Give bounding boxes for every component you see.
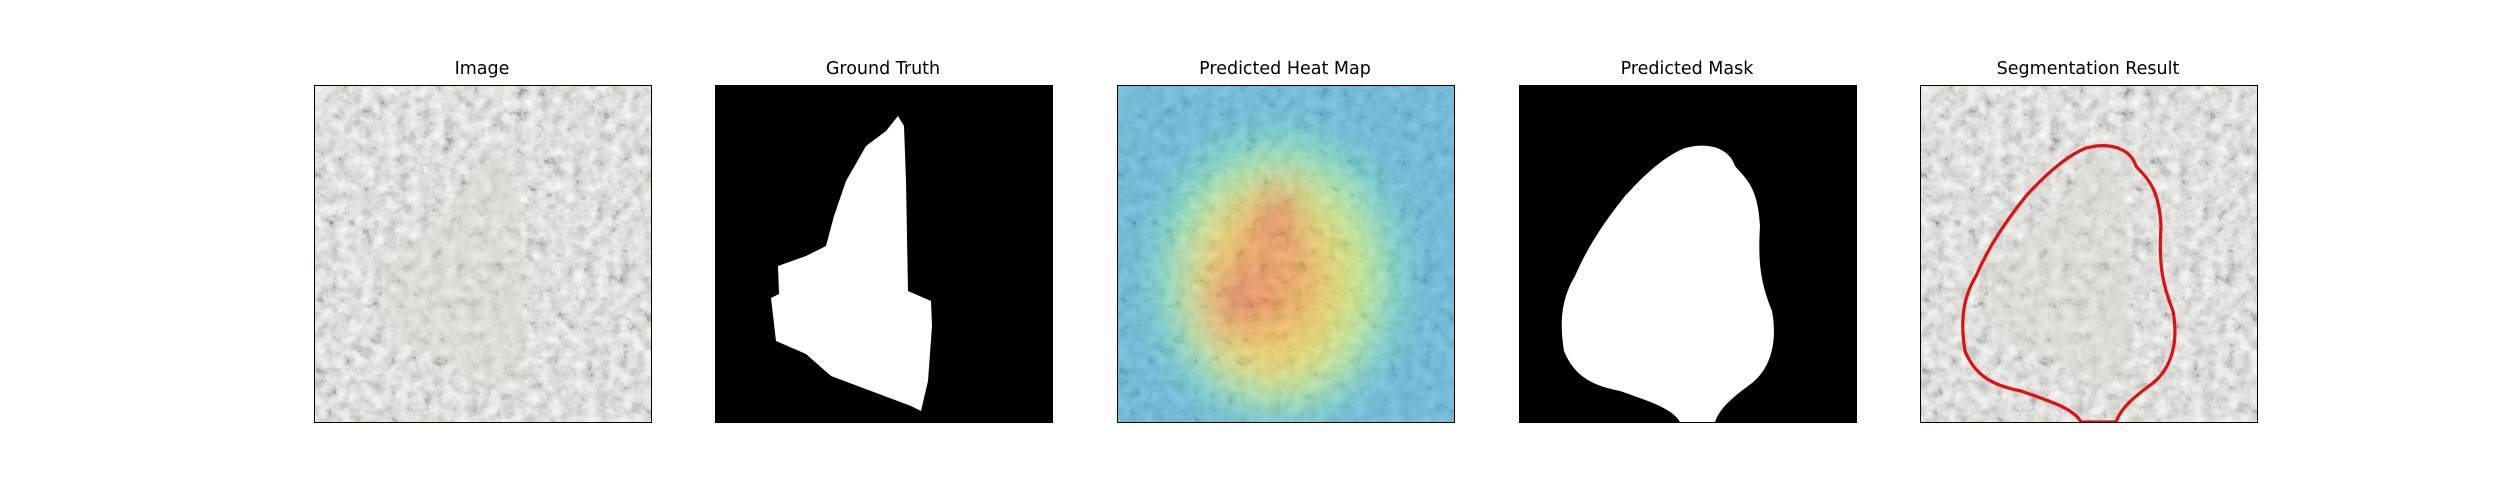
panel-title-predicted-mask: Predicted Mask (1620, 59, 1754, 79)
granite-image (315, 86, 651, 422)
predicted-mask (1520, 86, 1856, 422)
panel-heat-map (1117, 85, 1455, 423)
panel-ground-truth (715, 85, 1053, 423)
heat-map (1118, 86, 1454, 422)
panel-title-image: Image (454, 59, 510, 79)
panel-title-segmentation-result: Segmentation Result (1996, 59, 2180, 79)
panel-predicted-mask (1519, 85, 1857, 423)
fragment-region (385, 146, 523, 386)
pred-foreground (1561, 145, 1774, 422)
segmentation-contour (1961, 144, 2177, 422)
panel-image (314, 85, 652, 423)
panel-segmentation-result (1920, 85, 2258, 423)
ground-truth-mask (716, 86, 1052, 422)
panel-title-heat-map: Predicted Heat Map (1199, 59, 1371, 79)
gt-foreground (771, 116, 932, 411)
segmentation-result (1921, 86, 2257, 422)
panel-title-ground-truth: Ground Truth (825, 59, 941, 79)
